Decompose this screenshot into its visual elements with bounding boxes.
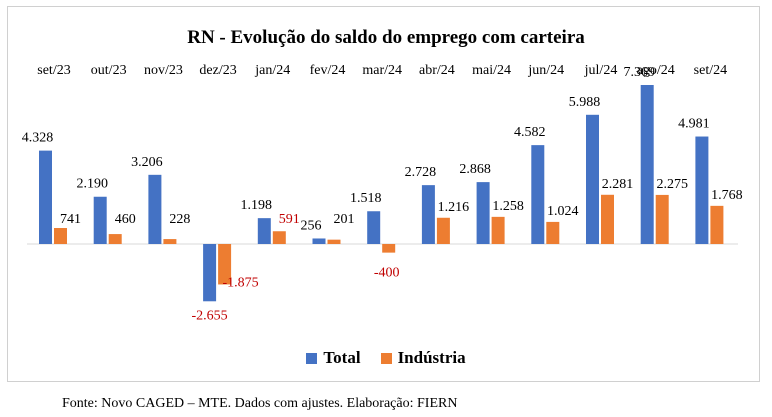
bar-industria	[163, 239, 177, 244]
category-label: set/24	[694, 63, 727, 78]
bar-industria	[655, 194, 669, 244]
legend-swatch-industria	[380, 352, 392, 364]
bar-industria	[327, 239, 341, 244]
bar-industria	[710, 205, 724, 244]
data-label-total: 1.198	[241, 198, 273, 213]
bar-industria	[382, 244, 396, 253]
category-label: set/23	[37, 63, 70, 78]
category-label: nov/23	[144, 63, 183, 78]
data-label-industria: 201	[334, 212, 355, 227]
bar-total	[586, 114, 599, 244]
source-note: Fonte: Novo CAGED – MTE. Dados com ajust…	[62, 396, 458, 411]
bar-industria	[436, 217, 450, 244]
bar-industria	[272, 231, 286, 244]
category-label: ago/24	[637, 63, 675, 78]
data-label-industria: 1.024	[547, 204, 579, 219]
data-label-total: 3.206	[131, 155, 163, 170]
data-label-industria: 591	[279, 212, 300, 227]
legend-swatch-total	[306, 352, 318, 364]
bar-industria	[54, 228, 67, 244]
data-label-industria: 741	[60, 212, 81, 227]
category-label: dez/23	[199, 63, 236, 78]
category-label: abr/24	[419, 63, 455, 78]
bar-total	[203, 244, 217, 302]
bar-industria	[108, 234, 122, 244]
bar-industria	[218, 244, 232, 285]
bar-industria	[601, 194, 614, 244]
bar-total	[93, 196, 107, 244]
bar-total	[39, 150, 52, 244]
bar-total	[257, 218, 271, 244]
data-label-industria: 460	[115, 212, 136, 227]
data-label-industria: 1.768	[711, 188, 743, 203]
legend-label-industria: Indústria	[397, 348, 466, 367]
data-label-industria: 1.216	[438, 200, 470, 215]
data-label-industria: -400	[374, 266, 400, 281]
data-label-total: 256	[301, 218, 322, 233]
category-label: jul/24	[584, 63, 618, 78]
data-label-total: 4.328	[22, 131, 54, 146]
bar-total	[695, 136, 709, 244]
bar-total	[531, 145, 545, 244]
chart-title: RN - Evolução do saldo do emprego com ca…	[187, 27, 585, 48]
data-label-total: 2.868	[459, 162, 491, 177]
category-label: jan/24	[254, 63, 290, 78]
category-label: jun/24	[527, 63, 564, 78]
bar-total	[421, 185, 435, 244]
bar-industria	[491, 216, 505, 244]
data-label-total: 2.728	[405, 165, 437, 180]
data-label-total: 4.981	[678, 117, 710, 132]
bar-total	[367, 211, 381, 244]
data-label-industria: 2.281	[602, 177, 634, 192]
bar-industria	[546, 221, 560, 244]
data-label-total: 4.582	[514, 125, 546, 140]
data-label-total: 2.190	[76, 177, 108, 192]
chart-legend: Total Indústria	[0, 348, 772, 368]
data-label-total: 5.988	[569, 95, 601, 110]
category-label: mai/24	[472, 63, 511, 78]
legend-label-total: Total	[323, 348, 361, 367]
legend-item-industria: Indústria	[380, 348, 466, 368]
category-label: out/23	[91, 63, 127, 78]
data-label-total: 1.518	[350, 191, 382, 206]
data-label-industria: 228	[169, 212, 190, 227]
data-label-total: -2.655	[192, 308, 228, 323]
bar-total	[476, 182, 490, 244]
data-label-industria: 2.275	[656, 177, 688, 192]
bar-total	[148, 174, 162, 244]
category-label: fev/24	[310, 63, 346, 78]
chart-frame	[7, 6, 760, 382]
data-label-industria: -1.875	[223, 275, 259, 290]
data-label-industria: 1.258	[492, 199, 524, 214]
bar-total	[312, 238, 326, 244]
legend-item-total: Total	[306, 348, 361, 368]
data-label-total: 7.369	[623, 65, 655, 80]
category-label: mar/24	[362, 63, 402, 78]
bar-total	[640, 85, 654, 244]
